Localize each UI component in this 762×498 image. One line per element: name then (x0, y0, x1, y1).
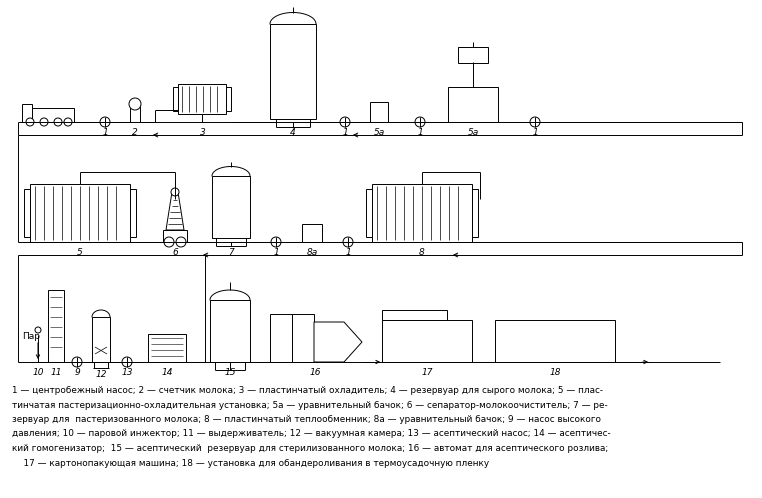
Text: 13: 13 (121, 368, 133, 377)
Text: 1: 1 (273, 248, 279, 257)
Circle shape (171, 188, 179, 196)
Circle shape (40, 118, 48, 126)
Bar (30, 184, 130, 242)
Circle shape (343, 237, 353, 247)
Circle shape (35, 327, 41, 333)
Text: 5a: 5a (373, 128, 385, 137)
Bar (372, 184, 472, 242)
Text: 8a: 8a (306, 248, 318, 257)
Bar (472, 189, 478, 237)
Circle shape (340, 117, 350, 127)
Circle shape (122, 357, 132, 367)
Circle shape (530, 117, 540, 127)
Bar (130, 189, 136, 237)
Bar (302, 224, 322, 242)
Text: 15: 15 (224, 368, 235, 377)
Text: 18: 18 (549, 368, 561, 377)
Text: 1: 1 (102, 128, 108, 137)
Text: 9: 9 (74, 368, 80, 377)
Text: 10: 10 (32, 368, 43, 377)
Bar (382, 320, 472, 362)
Text: 1 — центробежный насос; 2 — счетчик молока; 3 — пластинчатый охладитель; 4 — рез: 1 — центробежный насос; 2 — счетчик моло… (12, 386, 604, 395)
Text: 3: 3 (200, 128, 206, 137)
Bar (173, 87, 178, 111)
Text: 6: 6 (172, 248, 178, 257)
Circle shape (129, 98, 141, 110)
Text: 7: 7 (228, 248, 234, 257)
Text: 8: 8 (419, 248, 425, 257)
Circle shape (26, 118, 34, 126)
Text: зервуар для  пастеризованного молока; 8 — пластинчатый теплообменник; 8а — уравн: зервуар для пастеризованного молока; 8 —… (12, 415, 601, 424)
Bar (212, 176, 250, 238)
Text: давления; 10 — паровой инжектор; 11 — выдерживатель; 12 — вакуумная камера; 13 —: давления; 10 — паровой инжектор; 11 — вы… (12, 429, 611, 439)
Text: кий гомогенизатор;  15 — асептический  резервуар для стерилизованного молока; 16: кий гомогенизатор; 15 — асептический рез… (12, 444, 608, 453)
Text: 1: 1 (532, 128, 538, 137)
Circle shape (72, 357, 82, 367)
Bar (32, 108, 74, 122)
Text: 5a: 5a (467, 128, 479, 137)
Bar (382, 310, 447, 320)
Text: 16: 16 (309, 368, 321, 377)
Bar (148, 334, 186, 362)
Text: 1: 1 (417, 128, 423, 137)
Bar (292, 314, 314, 362)
Circle shape (64, 118, 72, 126)
Bar (370, 102, 388, 122)
Bar (448, 87, 498, 122)
Text: 4: 4 (290, 128, 296, 137)
Text: 12: 12 (95, 370, 107, 379)
Text: Пар: Пар (22, 332, 40, 341)
Bar (210, 300, 250, 362)
Text: 11: 11 (50, 368, 62, 377)
Bar (458, 47, 488, 63)
Bar (92, 317, 110, 362)
Bar (130, 104, 140, 122)
Bar (270, 314, 292, 362)
Circle shape (54, 118, 62, 126)
Circle shape (176, 237, 186, 247)
Text: тинчатая пастеризационно-охладительная установка; 5а — уравнительный бачок; 6 — : тинчатая пастеризационно-охладительная у… (12, 400, 608, 409)
Circle shape (100, 117, 110, 127)
Bar (178, 84, 226, 114)
Bar (24, 189, 30, 237)
Circle shape (271, 237, 281, 247)
Circle shape (415, 117, 425, 127)
Bar (163, 230, 187, 242)
Text: 1: 1 (342, 128, 348, 137)
Circle shape (164, 237, 174, 247)
Text: 17: 17 (421, 368, 433, 377)
Bar (22, 104, 32, 122)
Bar (226, 87, 231, 111)
Text: 5: 5 (77, 248, 83, 257)
Text: 14: 14 (162, 368, 173, 377)
Text: 17 — картонопакующая машина; 18 — установка для обандероливания в термоусадочную: 17 — картонопакующая машина; 18 — устано… (12, 459, 489, 468)
Text: 1: 1 (345, 248, 351, 257)
Polygon shape (314, 322, 362, 362)
Bar (366, 189, 372, 237)
Polygon shape (166, 192, 184, 230)
Bar (48, 290, 64, 362)
Bar (270, 24, 316, 119)
Text: 2: 2 (132, 128, 138, 137)
Bar (495, 320, 615, 362)
